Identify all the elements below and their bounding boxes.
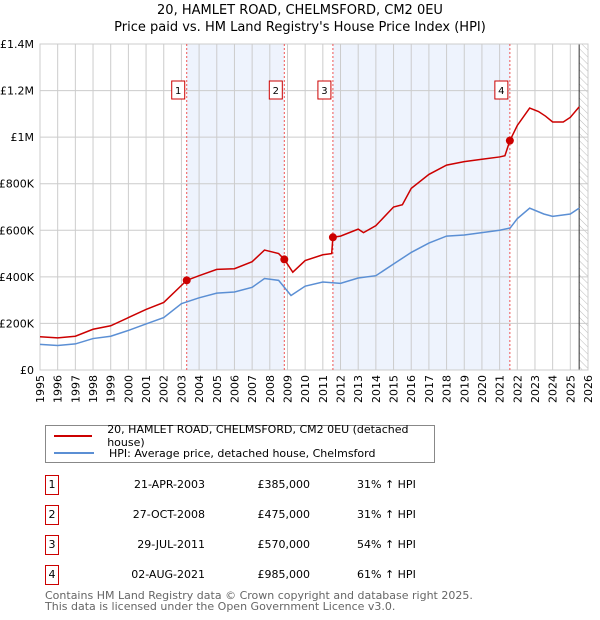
sale-label: 3 [321,86,327,97]
x-tick-label: 2001 [140,375,153,403]
hpi-series-line [39,207,580,347]
x-tick-label: 1997 [69,375,82,403]
y-tick-label: £1M [11,131,35,144]
y-tick-label: £800K [0,178,35,191]
sale-hpi-change: 61% ↑ HPI [357,568,416,581]
sale-date: 29-JUL-2011 [137,538,205,551]
sale-date: 21-APR-2003 [133,478,205,491]
x-tick-label: 2003 [175,375,188,403]
sale-label-box [268,80,283,100]
y-tick-label: £0 [20,364,34,377]
sale-label: 2 [273,86,279,97]
sale-point [280,255,289,264]
x-tick-label: 2004 [193,375,206,403]
x-tick-label: 2009 [281,375,294,403]
footer-copyright: Contains HM Land Registry data © Crown c… [45,589,473,602]
x-tick-label: 1995 [34,375,47,403]
shaded-period [186,44,285,370]
x-tick-label: 2012 [335,375,348,403]
sale-label-box [171,80,186,100]
x-tick-label: 2014 [370,375,383,403]
sale-price: £475,000 [257,508,311,521]
x-tick-label: 2020 [476,375,489,403]
x-tick-label: 2010 [299,375,312,403]
sale-number-badge: 4 [45,565,59,585]
x-tick-label: 2023 [529,375,542,403]
x-tick-label: 2015 [388,375,401,403]
x-tick-label: 2017 [423,375,436,403]
y-tick-label: £400K [0,271,35,284]
chart-subtitle: Price paid vs. HM Land Registry's House … [114,20,486,35]
legend-swatch [54,435,93,437]
x-tick-label: 2025 [564,375,577,403]
footer-licence: This data is licensed under the Open Gov… [45,600,396,613]
x-tick-label: 2008 [264,375,277,403]
x-tick-label: 2002 [158,375,171,403]
sale-price: £985,000 [257,568,311,581]
sale-price: £570,000 [257,538,311,551]
sale-date: 27-OCT-2008 [132,508,205,521]
x-tick-label: 2005 [211,375,224,403]
sale-price: £385,000 [257,478,311,491]
y-tick-label: £200K [0,317,35,330]
x-tick-label: 2006 [228,375,241,403]
legend-label: 20, HAMLET ROAD, CHELMSFORD, CM2 0EU (de… [107,423,409,449]
x-tick-label: 1996 [52,375,65,403]
x-tick-label: 1999 [105,375,118,403]
sale-row: 1 21-APR-2003 £385,000 31% ↑ HPI [45,475,445,495]
price-chart: 1995 1996 1997 1998 1999 2000 2001 2002 2003 2004… [0,38,595,403]
sale-hpi-change: 31% ↑ HPI [357,508,416,521]
x-tick-label: 2011 [317,375,330,403]
legend-label: HPI: Average price, detached house, Chel… [109,446,376,460]
sale-row: 4 02-AUG-2021 £985,000 61% ↑ HPI [45,565,445,585]
sale-number-badge: 2 [45,505,59,525]
x-tick-label: 2000 [122,375,135,403]
x-tick-label: 1998 [87,375,100,403]
x-tick-label: 2024 [547,375,560,403]
legend-item-hpi: HPI: Average price, detached house, Chel… [54,445,375,461]
sale-point [182,276,191,285]
sale-hpi-change: 31% ↑ HPI [357,478,416,491]
x-tick-label: 2016 [405,375,418,403]
property-series-line [39,106,580,339]
x-tick-label: 2021 [494,375,507,403]
sale-point [505,136,514,145]
y-tick-label: £1.2M [0,85,34,98]
sale-number-badge: 3 [45,535,59,555]
forecast-hatch [579,44,588,370]
sale-label-box [494,80,509,100]
sale-label: 1 [175,86,181,97]
legend-swatch [54,452,94,454]
y-tick-label: £600K [0,224,35,237]
x-tick-label: 2013 [352,375,365,403]
sale-hpi-change: 54% ↑ HPI [357,538,416,551]
sale-label: 4 [498,86,504,97]
legend: 20, HAMLET ROAD, CHELMSFORD, CM2 0EU (de… [45,423,435,463]
plot-border [39,43,589,371]
sale-date: 02-AUG-2021 [131,568,205,581]
x-tick-label: 2019 [458,375,471,403]
sale-label-box [317,80,332,100]
y-tick-label: £1.4M [0,38,34,51]
sale-row: 3 29-JUL-2011 £570,000 54% ↑ HPI [45,535,445,555]
sale-number-badge: 1 [45,475,59,495]
sale-point [328,233,337,242]
x-tick-label: 2018 [441,375,454,403]
legend-item-property: 20, HAMLET ROAD, CHELMSFORD, CM2 0EU (de… [54,423,434,449]
chart-title: 20, HAMLET ROAD, CHELMSFORD, CM2 0EU [157,3,443,18]
sale-row: 2 27-OCT-2008 £475,000 31% ↑ HPI [45,505,445,525]
x-tick-label: 2026 [582,375,595,403]
x-tick-label: 2022 [511,375,524,403]
shaded-period [332,44,510,370]
x-tick-label: 2007 [246,375,259,403]
